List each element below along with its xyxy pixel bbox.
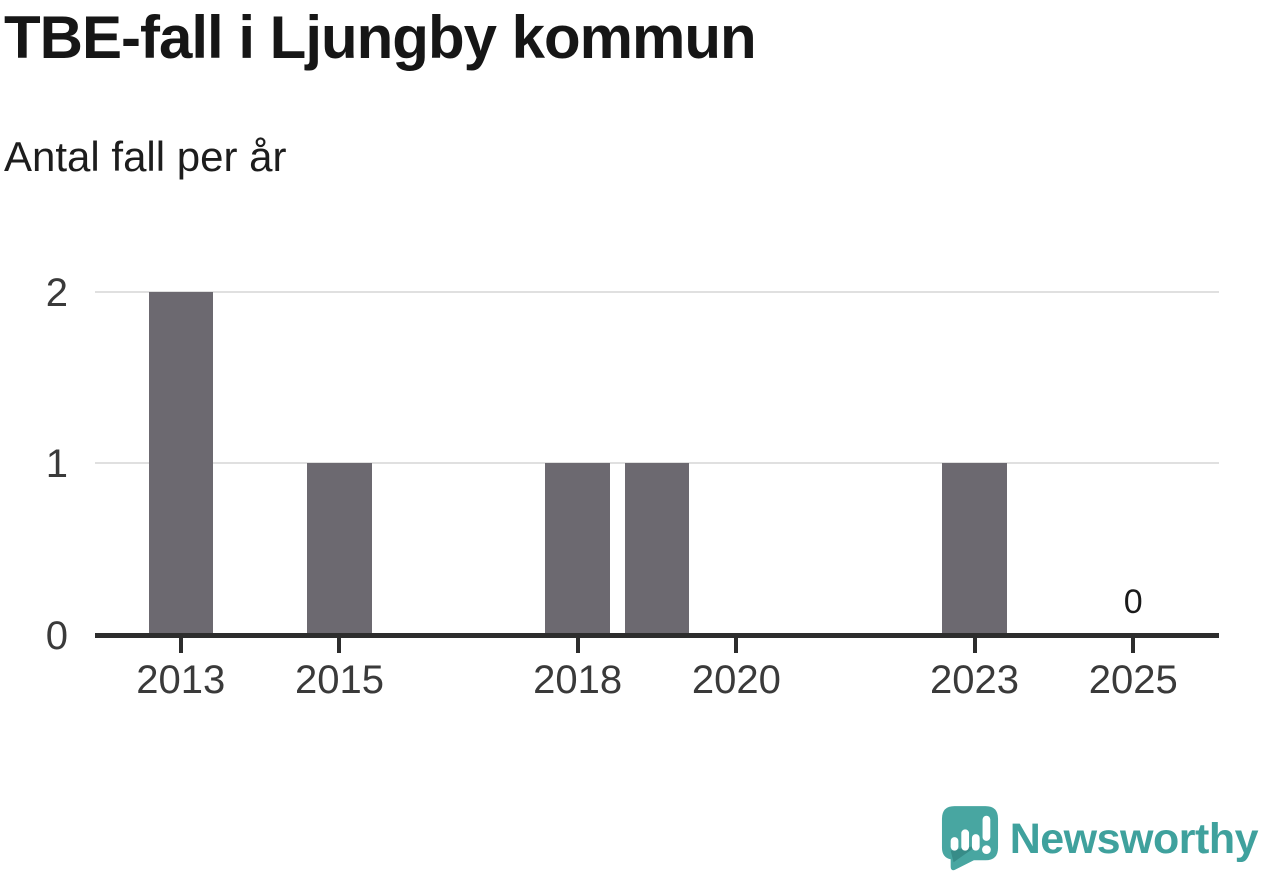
x-tick-2023 xyxy=(972,638,977,653)
y-tick-label-2: 2 xyxy=(45,271,68,315)
newsworthy-logo-text: Newsworthy xyxy=(1009,814,1259,863)
y-tick-label-0: 0 xyxy=(45,614,68,658)
newsworthy-logo: Newsworthy xyxy=(941,805,1259,873)
bar-2013 xyxy=(148,292,213,633)
chart-subtitle: Antal fall per år xyxy=(4,133,287,180)
newsworthy-logo-icon xyxy=(941,806,998,871)
x-tick-2018 xyxy=(575,638,580,653)
bar-2018 xyxy=(545,462,610,633)
x-tick-2015 xyxy=(337,638,342,653)
y-tick-label-1: 1 xyxy=(45,441,68,486)
x-tick-2013 xyxy=(178,638,183,653)
value-label-2025: 0 xyxy=(1123,583,1143,621)
x-tick-label-2023: 2023 xyxy=(930,658,1019,702)
x-tick-label-2015: 2015 xyxy=(294,658,384,702)
x-tick-label-2020: 2020 xyxy=(691,658,781,702)
x-tick-label-2013: 2013 xyxy=(136,658,226,702)
plot-area: 0 1 2 2013 2015 2018 2020 2023 2025 0 xyxy=(46,273,1219,700)
x-tick-2020 xyxy=(734,638,739,653)
x-tick-label-2025: 2025 xyxy=(1088,658,1178,702)
gridline-2 xyxy=(95,291,1219,293)
x-tick-label-2018: 2018 xyxy=(533,658,623,702)
bar-2019 xyxy=(624,462,690,633)
x-tick-2025 xyxy=(1131,638,1136,653)
chart-title: TBE-fall i Ljungby kommun xyxy=(4,4,757,71)
bar-2023 xyxy=(942,462,1007,633)
bar-2015 xyxy=(307,462,372,633)
